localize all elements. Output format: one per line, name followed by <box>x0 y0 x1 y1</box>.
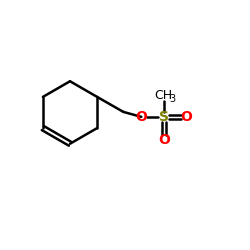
Text: O: O <box>180 110 192 124</box>
Text: O: O <box>136 110 147 124</box>
Text: O: O <box>158 133 170 147</box>
Text: S: S <box>159 110 169 124</box>
Text: CH: CH <box>154 89 172 102</box>
Text: 3: 3 <box>170 94 176 104</box>
